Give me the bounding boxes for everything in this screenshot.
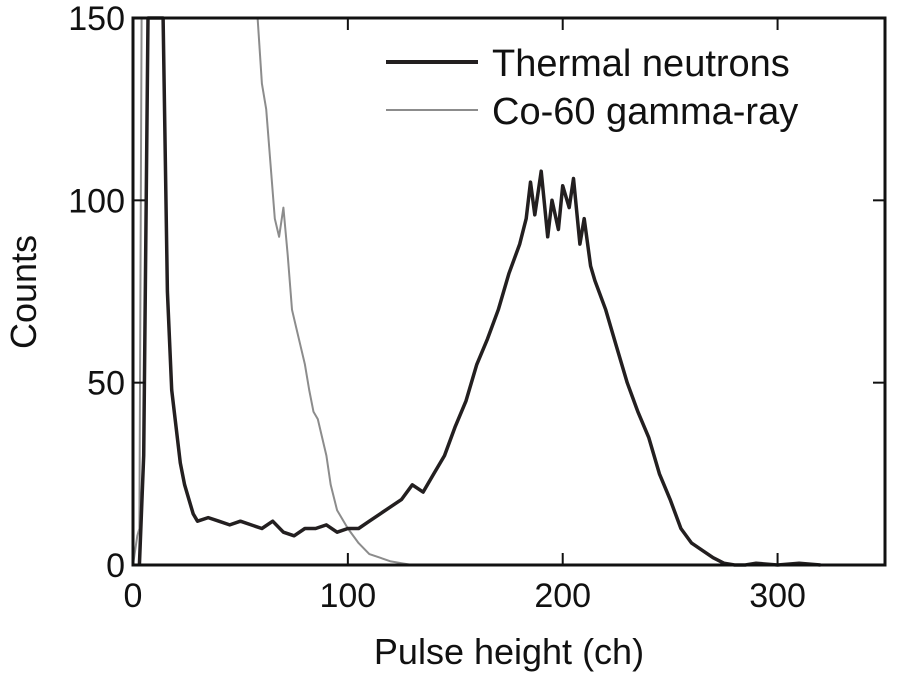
y-tick-label: 0 <box>106 547 125 585</box>
y-tick-label: 150 <box>68 0 125 38</box>
x-tick-label: 200 <box>534 577 591 615</box>
x-tick-label: 0 <box>124 577 143 615</box>
x-axis-label: Pulse height (ch) <box>374 631 644 672</box>
y-tick-label: 50 <box>87 365 125 403</box>
y-ticks: 0 50 100 150 <box>68 0 885 585</box>
legend-label-co60-gamma-ray: Co-60 gamma-ray <box>492 91 798 133</box>
plot-frame <box>131 16 887 567</box>
legend-label-thermal-neutrons: Thermal neutrons <box>492 43 790 85</box>
series-line-thermal-neutrons <box>137 16 821 567</box>
x-tick-label: 100 <box>319 577 376 615</box>
y-axis-label: Counts <box>3 235 44 349</box>
x-tick-label: 300 <box>749 577 806 615</box>
x-ticks: 0 100 200 300 <box>124 18 806 615</box>
y-tick-label: 100 <box>68 182 125 220</box>
legend: Thermal neutrons Co-60 gamma-ray <box>386 43 798 133</box>
